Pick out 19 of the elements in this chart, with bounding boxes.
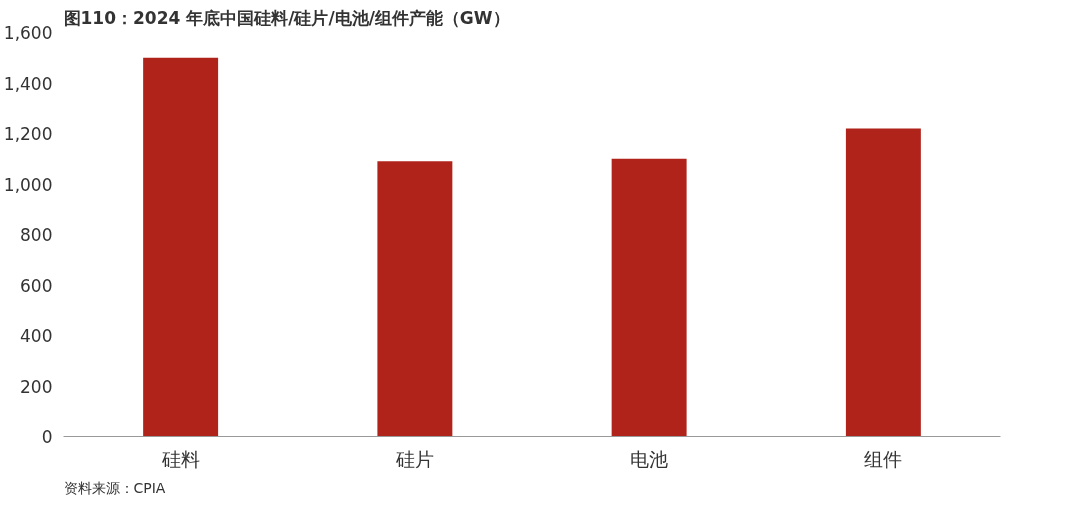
y-tick-label: 200 bbox=[20, 376, 53, 397]
x-tick-label: 硅片 bbox=[394, 447, 434, 470]
y-tick-label: 1,000 bbox=[3, 174, 53, 195]
text: 资料来源：CPIA bbox=[63, 479, 166, 496]
y-tick-label: 1,600 bbox=[3, 23, 53, 43]
y-tick-label: 800 bbox=[20, 225, 53, 245]
chart-title: 图110：2024 年底中国硅料/硅片/电池/组件产能（GW） bbox=[63, 7, 510, 28]
bar bbox=[143, 57, 219, 437]
y-tick-label: 600 bbox=[20, 275, 53, 296]
x-tick-label: 硅料 bbox=[160, 447, 200, 470]
x-tick-label: 电池 bbox=[630, 447, 669, 470]
y-tick-label: 1,400 bbox=[3, 73, 53, 94]
y-tick-label: 400 bbox=[20, 326, 53, 346]
y-tick-label: 1,200 bbox=[3, 124, 53, 144]
bar bbox=[611, 158, 687, 437]
bar bbox=[845, 128, 921, 437]
y-tick-label: 0 bbox=[41, 427, 53, 447]
x-tick-label: 组件 bbox=[864, 447, 903, 470]
bar bbox=[377, 161, 453, 437]
